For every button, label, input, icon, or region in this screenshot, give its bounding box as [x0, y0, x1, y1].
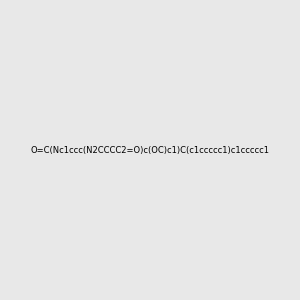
- Text: O=C(Nc1ccc(N2CCCC2=O)c(OC)c1)C(c1ccccc1)c1ccccc1: O=C(Nc1ccc(N2CCCC2=O)c(OC)c1)C(c1ccccc1)…: [31, 146, 269, 154]
